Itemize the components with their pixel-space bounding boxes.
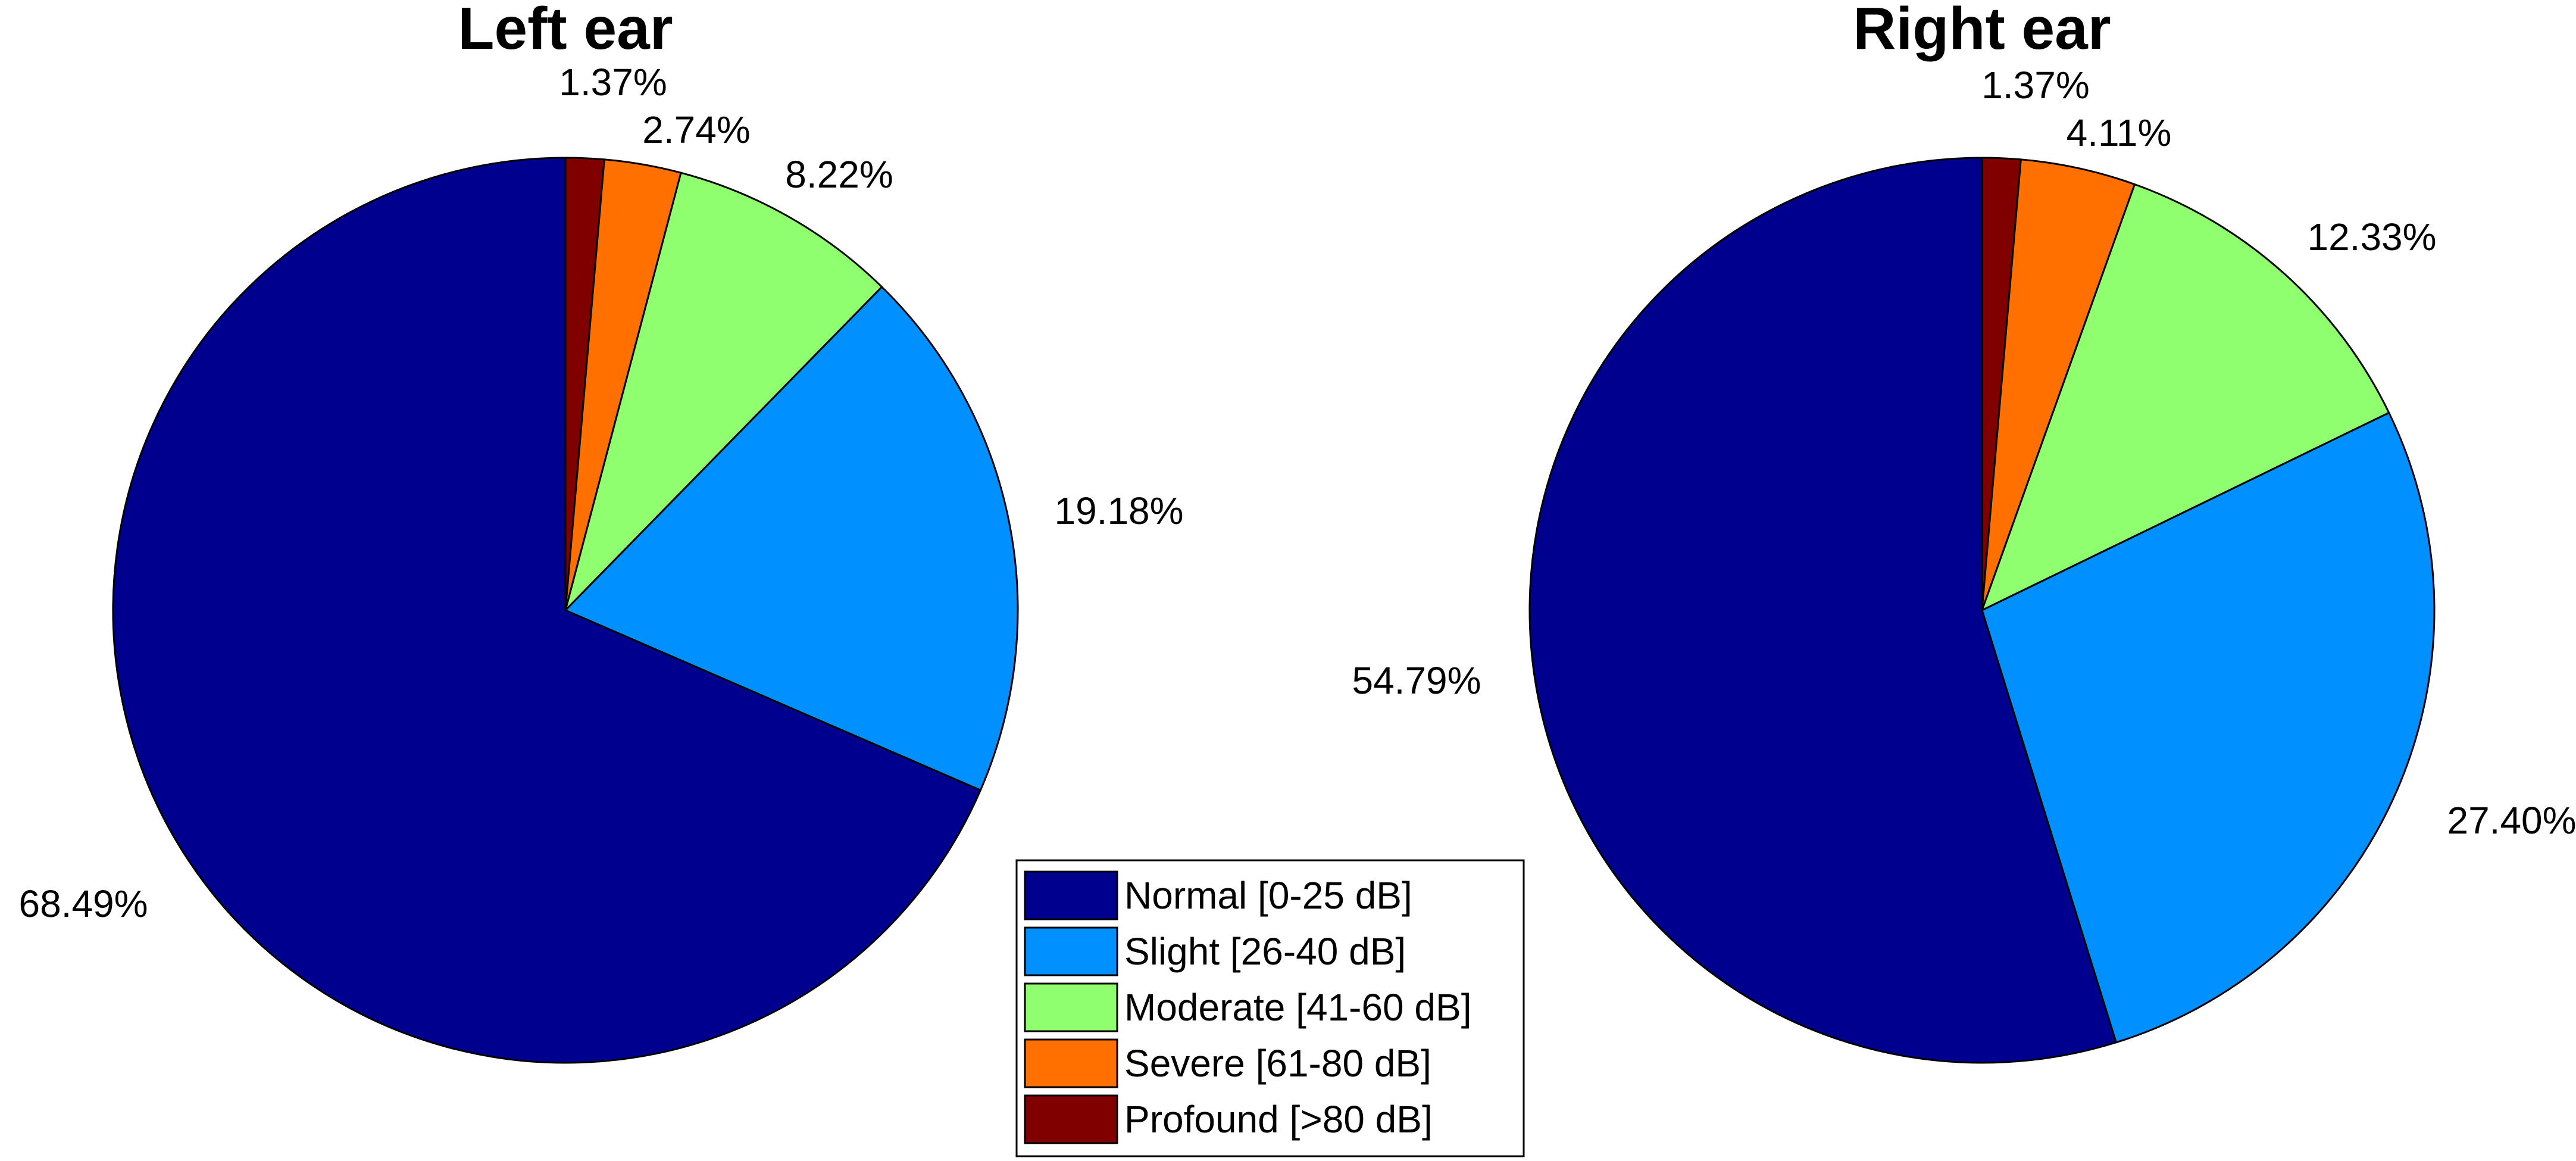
pie-right-slice-slight: [1981, 411, 2436, 1044]
pie-left-labels: 68.49% 19.18% 8.22% 2.74%1.37%: [18, 61, 1183, 925]
pie-left-label-moderate: 8.22%: [785, 153, 893, 196]
legend-swatch-normal: [1024, 870, 1118, 920]
legend-entries: Normal [0-25 dB] Slight [26-40 dB] Moderat…: [1024, 870, 1471, 1144]
legend-swatch-severe: [1024, 1038, 1118, 1088]
legend-label-moderate: Moderate [41-60 dB]: [1124, 986, 1471, 1029]
legend-swatch-moderate: [1024, 982, 1118, 1032]
legend-label-normal: Normal [0-25 dB]: [1124, 874, 1412, 917]
pie-left-slices: [112, 157, 1019, 1064]
pie-right-slice-normal: [1528, 157, 2117, 1064]
pie-left-ear: Left ear 68.49% 19.18% 8.22% 2.74%1.37%: [18, 0, 1184, 1064]
pie-right-label-profound: 1.37%: [1981, 64, 2089, 107]
pie-right-label-slight: 27.40%: [2447, 799, 2576, 842]
pie-left-label-slight: 19.18%: [1054, 489, 1183, 532]
chart-title-left-ear: Left ear: [458, 0, 673, 62]
pie-right-label-severe: 4.11%: [2067, 111, 2172, 154]
legend-swatch-slight: [1024, 926, 1118, 976]
legend: Normal [0-25 dB] Slight [26-40 dB] Moderat…: [1015, 859, 1525, 1157]
pie-left-label-profound: 1.37%: [559, 61, 667, 104]
pie-left-slice-slight: [564, 286, 1019, 791]
pie-right-slice-severe: [1981, 158, 2136, 611]
pie-right-label-normal: 54.79%: [1352, 659, 1481, 702]
pie-left-label-severe: 2.74%: [642, 108, 750, 151]
pie-right-slices: [1528, 157, 2436, 1064]
legend-swatch-profound: [1024, 1094, 1118, 1144]
pie-left-slice-moderate: [564, 171, 883, 611]
legend-label-severe: Severe [61-80 dB]: [1124, 1042, 1431, 1085]
pie-right-label-moderate: 12.33%: [2307, 216, 2436, 258]
pie-left-label-normal: 68.49%: [18, 882, 148, 925]
pie-right-ear: Right ear 54.79% 27.40% 12.33% 4.11%1.37%: [1352, 0, 2576, 1064]
pie-right-labels: 54.79% 27.40% 12.33% 4.11%1.37%: [1352, 64, 2576, 842]
pie-right-slice-moderate: [1981, 183, 2390, 611]
chart-title-right-ear: Right ear: [1853, 0, 2111, 62]
legend-label-slight: Slight [26-40 dB]: [1124, 930, 1406, 973]
pie-left-slice-normal: [112, 157, 981, 1064]
legend-label-profound: Profound [>80 dB]: [1124, 1098, 1433, 1141]
